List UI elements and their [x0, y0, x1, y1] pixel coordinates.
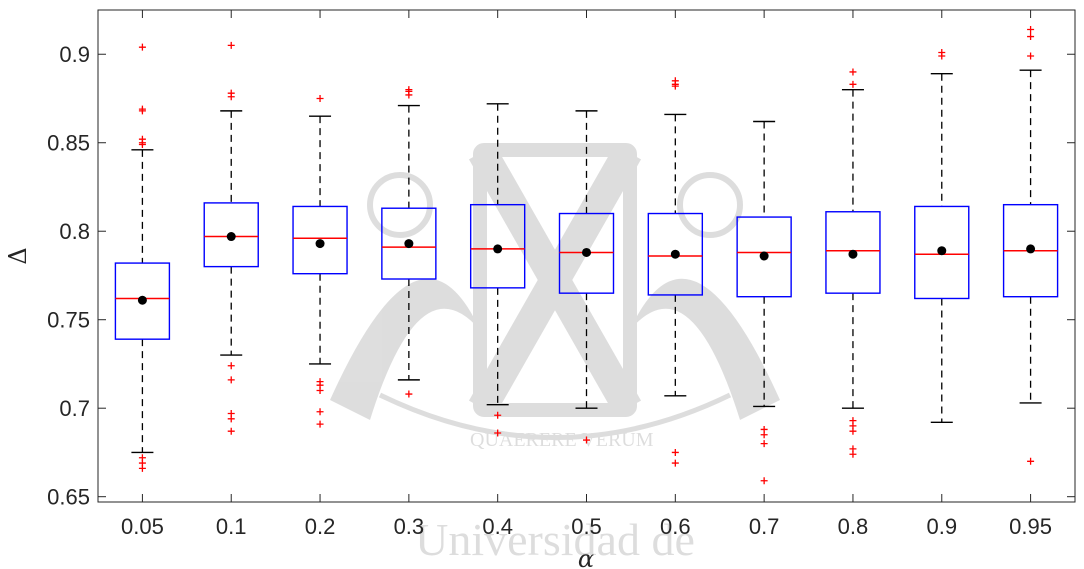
box-0.9 — [914, 48, 970, 424]
box-0.1 — [203, 41, 259, 435]
outlier-marker — [583, 436, 590, 444]
x-tick-label: 0.3 — [394, 514, 425, 539]
mean-marker — [759, 251, 769, 261]
box-0.3 — [381, 86, 437, 398]
outlier-marker — [760, 477, 768, 485]
x-axis-label: α — [578, 545, 594, 569]
y-tick-label: 0.65 — [47, 485, 90, 510]
outlier-marker — [1027, 33, 1035, 41]
x-tick-label: 0.2 — [305, 514, 336, 539]
outlier-marker — [227, 41, 235, 49]
outlier-marker — [405, 390, 413, 398]
mean-marker — [226, 232, 236, 242]
mean-marker — [315, 239, 325, 249]
watermark-motto: QUAERERE VERUM — [470, 429, 654, 451]
outlier-marker — [671, 459, 679, 467]
crest-icon — [330, 143, 780, 440]
outlier-marker — [227, 362, 235, 370]
x-tick-label: 0.6 — [660, 514, 691, 539]
box-0.2 — [292, 94, 348, 428]
outlier-marker — [1027, 25, 1035, 33]
y-tick-label: 0.8 — [59, 219, 90, 244]
outlier-marker — [227, 427, 235, 435]
box-0.05 — [114, 43, 171, 472]
iqr-box — [381, 207, 437, 280]
outlier-marker — [227, 376, 235, 384]
mean-marker — [404, 239, 414, 249]
x-tick-label: 0.05 — [121, 514, 164, 539]
iqr-box — [558, 212, 615, 294]
x-tick-label: 0.1 — [216, 514, 247, 539]
x-tick-label: 0.7 — [749, 514, 780, 539]
y-tick-label: 0.9 — [59, 42, 90, 67]
mean-marker — [1026, 244, 1036, 254]
outlier-marker — [760, 431, 768, 439]
mean-marker — [937, 246, 947, 256]
iqr-box — [647, 212, 704, 296]
y-tick-label: 0.7 — [59, 396, 90, 421]
iqr-box — [292, 205, 348, 275]
outlier-marker — [316, 420, 324, 428]
outlier-marker — [405, 91, 413, 99]
iqr-box — [914, 205, 970, 300]
y-tick-label: 0.85 — [47, 131, 90, 156]
y-axis: 0.65 0.7 0.75 0.8 0.85 0.9 — [47, 42, 1075, 510]
box-0.95 — [1002, 25, 1059, 465]
outlier-marker — [671, 82, 679, 90]
outlier-marker — [849, 68, 857, 76]
x-tick-label: 0.8 — [838, 514, 869, 539]
y-axis-label: Δ — [4, 247, 32, 264]
box-0.8 — [825, 68, 881, 458]
mean-marker — [582, 247, 591, 257]
mean-marker — [493, 244, 503, 254]
outlier-marker — [316, 387, 324, 395]
x-tick-label: 0.9 — [926, 514, 957, 539]
outlier-marker — [938, 52, 946, 60]
box-0.4 — [469, 103, 526, 437]
outlier-marker — [1027, 52, 1035, 60]
x-axis: 0.05 0.1 0.2 0.3 0.4 0.5 0.6 0.7 0.8 0.9 0.95 — [121, 10, 1052, 539]
outlier-marker — [760, 440, 768, 448]
x-tick-label: 0.5 — [571, 514, 602, 539]
outlier-marker — [227, 93, 235, 101]
outlier-marker — [138, 107, 146, 115]
outlier-marker — [671, 448, 679, 456]
outlier-marker — [1027, 457, 1035, 465]
iqr-box — [825, 211, 881, 294]
iqr-box — [203, 202, 259, 268]
iqr-box — [469, 203, 526, 289]
outlier-marker — [494, 429, 502, 437]
x-tick-label: 0.95 — [1009, 514, 1052, 539]
mean-marker — [670, 249, 680, 259]
iqr-box — [114, 262, 171, 340]
outlier-marker — [138, 141, 146, 149]
outlier-marker — [494, 411, 502, 419]
outlier-marker — [138, 43, 146, 51]
iqr-box — [736, 216, 792, 298]
y-tick-label: 0.75 — [47, 308, 90, 333]
box-0.7 — [736, 120, 792, 485]
watermark: QUAERERE VERUM Universidad de — [330, 143, 780, 565]
mean-marker — [848, 249, 858, 259]
outlier-marker — [138, 464, 146, 472]
boxes — [114, 25, 1059, 485]
box-0.6 — [647, 77, 704, 467]
outlier-marker — [316, 408, 324, 416]
outlier-marker — [316, 94, 324, 102]
mean-marker — [137, 295, 147, 305]
outlier-marker — [849, 450, 857, 458]
outlier-marker — [849, 427, 857, 435]
x-tick-label: 0.4 — [482, 514, 513, 539]
box-0.5 — [558, 110, 615, 444]
watermark-text: Universidad de — [415, 514, 695, 565]
outlier-marker — [849, 80, 857, 88]
outlier-marker — [227, 415, 235, 423]
